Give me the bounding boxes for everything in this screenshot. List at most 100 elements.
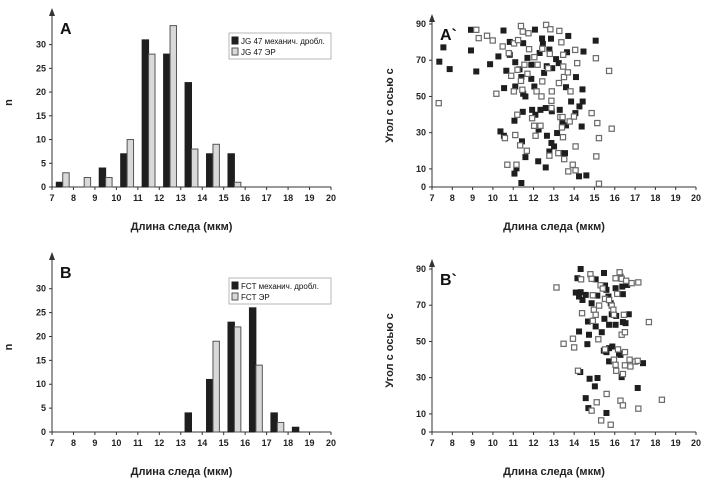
point-light bbox=[619, 402, 627, 409]
point-dark bbox=[606, 321, 613, 328]
x-tick-label: 11 bbox=[133, 193, 143, 203]
y-tick-label: 15 bbox=[36, 355, 46, 365]
y-axis-label: n bbox=[3, 99, 15, 106]
point-dark bbox=[539, 35, 546, 42]
point-dark bbox=[553, 56, 560, 63]
point-dark bbox=[586, 375, 593, 382]
point-light bbox=[514, 66, 521, 74]
point-dark bbox=[473, 68, 480, 75]
x-tick-label: 19 bbox=[305, 438, 315, 448]
point-light bbox=[505, 49, 512, 57]
point-dark bbox=[528, 61, 535, 68]
point-dark bbox=[555, 60, 562, 67]
panel-label: A bbox=[60, 21, 72, 38]
point-dark bbox=[511, 117, 518, 124]
point-light bbox=[621, 329, 629, 336]
point-dark bbox=[522, 154, 529, 161]
point-dark bbox=[579, 86, 586, 93]
point-light bbox=[612, 275, 619, 282]
x-tick-label: 9 bbox=[92, 193, 97, 203]
point-light bbox=[539, 78, 546, 85]
x-tick-label: 15 bbox=[219, 193, 229, 203]
bar-dark bbox=[227, 153, 235, 188]
bar-dark bbox=[270, 412, 278, 433]
point-dark bbox=[524, 54, 531, 61]
point-light bbox=[612, 361, 619, 369]
x-tick-label: 9 bbox=[470, 193, 475, 203]
point-dark bbox=[625, 311, 632, 318]
x-tick-label: 8 bbox=[450, 193, 455, 203]
bar-dark bbox=[184, 82, 192, 188]
point-dark bbox=[592, 323, 599, 330]
point-light bbox=[559, 113, 566, 121]
point-dark bbox=[580, 48, 587, 55]
point-dark bbox=[584, 318, 591, 325]
point-dark bbox=[583, 172, 590, 179]
point-dark bbox=[543, 132, 550, 139]
bar-light bbox=[212, 340, 220, 433]
point-light bbox=[607, 421, 614, 428]
point-light bbox=[534, 61, 541, 68]
point-light bbox=[622, 277, 630, 284]
bar-dark bbox=[206, 378, 214, 433]
point-light bbox=[523, 147, 531, 154]
point-dark bbox=[592, 37, 599, 44]
point-light bbox=[592, 311, 599, 319]
y-tick-label: 0 bbox=[421, 182, 426, 192]
point-dark bbox=[542, 164, 549, 171]
point-light bbox=[589, 292, 597, 299]
point-dark bbox=[579, 296, 586, 303]
x-tick-label: 10 bbox=[488, 438, 498, 448]
point-dark bbox=[564, 49, 571, 56]
x-tick-label: 17 bbox=[262, 438, 272, 448]
point-dark bbox=[619, 291, 626, 298]
point-light bbox=[614, 290, 621, 298]
x-tick-label: 16 bbox=[610, 438, 620, 448]
x-tick-label: 17 bbox=[262, 193, 272, 203]
x-tick-label: 13 bbox=[549, 438, 559, 448]
point-dark bbox=[518, 180, 525, 187]
panel-label: B` bbox=[440, 272, 457, 289]
point-light bbox=[524, 70, 531, 78]
y-tick-label: 30 bbox=[36, 284, 46, 294]
x-tick-label: 12 bbox=[154, 438, 164, 448]
point-dark bbox=[556, 106, 563, 113]
y-tick-label: 5 bbox=[41, 403, 46, 413]
x-tick-label: 7 bbox=[429, 438, 434, 448]
point-dark bbox=[582, 291, 589, 298]
point-light bbox=[558, 39, 565, 46]
point-light bbox=[595, 336, 602, 343]
x-tick-label: 18 bbox=[283, 438, 293, 448]
x-tick-label: 8 bbox=[71, 438, 76, 448]
point-light bbox=[569, 161, 576, 168]
point-light bbox=[610, 356, 618, 363]
point-dark bbox=[584, 341, 591, 348]
point-light bbox=[542, 21, 550, 29]
point-dark bbox=[565, 32, 572, 39]
point-light bbox=[593, 153, 600, 160]
point-light bbox=[560, 340, 567, 347]
point-dark bbox=[495, 53, 502, 60]
panel-a: 7 8 9 10 11 12 13 14 15 16 17 18 19 20 0 5 10 15 20 25 30 A Дл… bbox=[3, 8, 336, 233]
point-light bbox=[588, 109, 595, 117]
point-dark bbox=[585, 405, 592, 412]
point-dark bbox=[598, 329, 605, 336]
point-light bbox=[592, 55, 600, 62]
point-light bbox=[595, 302, 603, 309]
point-light bbox=[544, 64, 552, 72]
point-light bbox=[574, 367, 582, 374]
y-tick-label: 20 bbox=[36, 87, 46, 97]
point-light bbox=[621, 362, 629, 369]
point-light bbox=[532, 132, 539, 139]
point-light bbox=[599, 285, 606, 292]
point-light bbox=[530, 122, 538, 129]
bar-light bbox=[276, 421, 285, 433]
point-light bbox=[569, 335, 577, 342]
legend: FCT механич. дробл. FCT ЭР bbox=[228, 277, 332, 305]
legend-box bbox=[228, 32, 332, 60]
x-tick-label: 11 bbox=[508, 438, 518, 448]
point-dark bbox=[634, 384, 641, 391]
y-tick-label: 20 bbox=[36, 331, 46, 341]
point-dark bbox=[612, 321, 619, 328]
